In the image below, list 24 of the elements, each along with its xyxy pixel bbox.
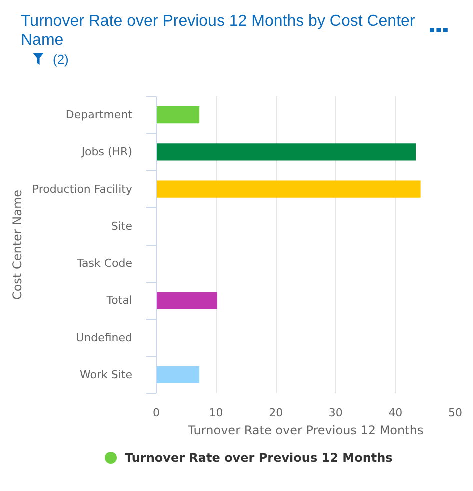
x-axis-title: Turnover Rate over Previous 12 Months — [187, 424, 424, 438]
x-tick-label: 40 — [388, 406, 403, 420]
y-tick-label: Site — [111, 220, 133, 233]
x-tick-label: 20 — [269, 406, 284, 420]
text: (2) — [53, 52, 69, 68]
legend-label: Turnover Rate over Previous 12 Months — [125, 450, 393, 466]
y-tick-label: Task Code — [76, 257, 133, 270]
y-tick-label: Undefined — [76, 331, 133, 344]
y-tick-label: Work Site — [80, 368, 133, 382]
y-tick-label: Production Facility — [32, 182, 133, 196]
y-axis-title: Cost Center Name — [10, 190, 24, 300]
bar — [156, 144, 416, 161]
x-tick-label: 0 — [153, 406, 160, 420]
bar — [156, 106, 200, 124]
chart-title: Turnover Rate over Previous 12 Months by Cost Center Name — [21, 12, 416, 50]
y-tick-label: Jobs (HR) — [80, 146, 133, 159]
x-tick-label: 10 — [209, 406, 224, 420]
x-tick-label: 30 — [328, 406, 343, 420]
y-tick-label: Department — [66, 108, 134, 122]
bar — [156, 366, 200, 384]
bar — [156, 292, 218, 310]
x-tick-label: 50 — [448, 406, 462, 420]
bar — [156, 180, 421, 198]
y-tick-label: Total — [106, 294, 133, 308]
